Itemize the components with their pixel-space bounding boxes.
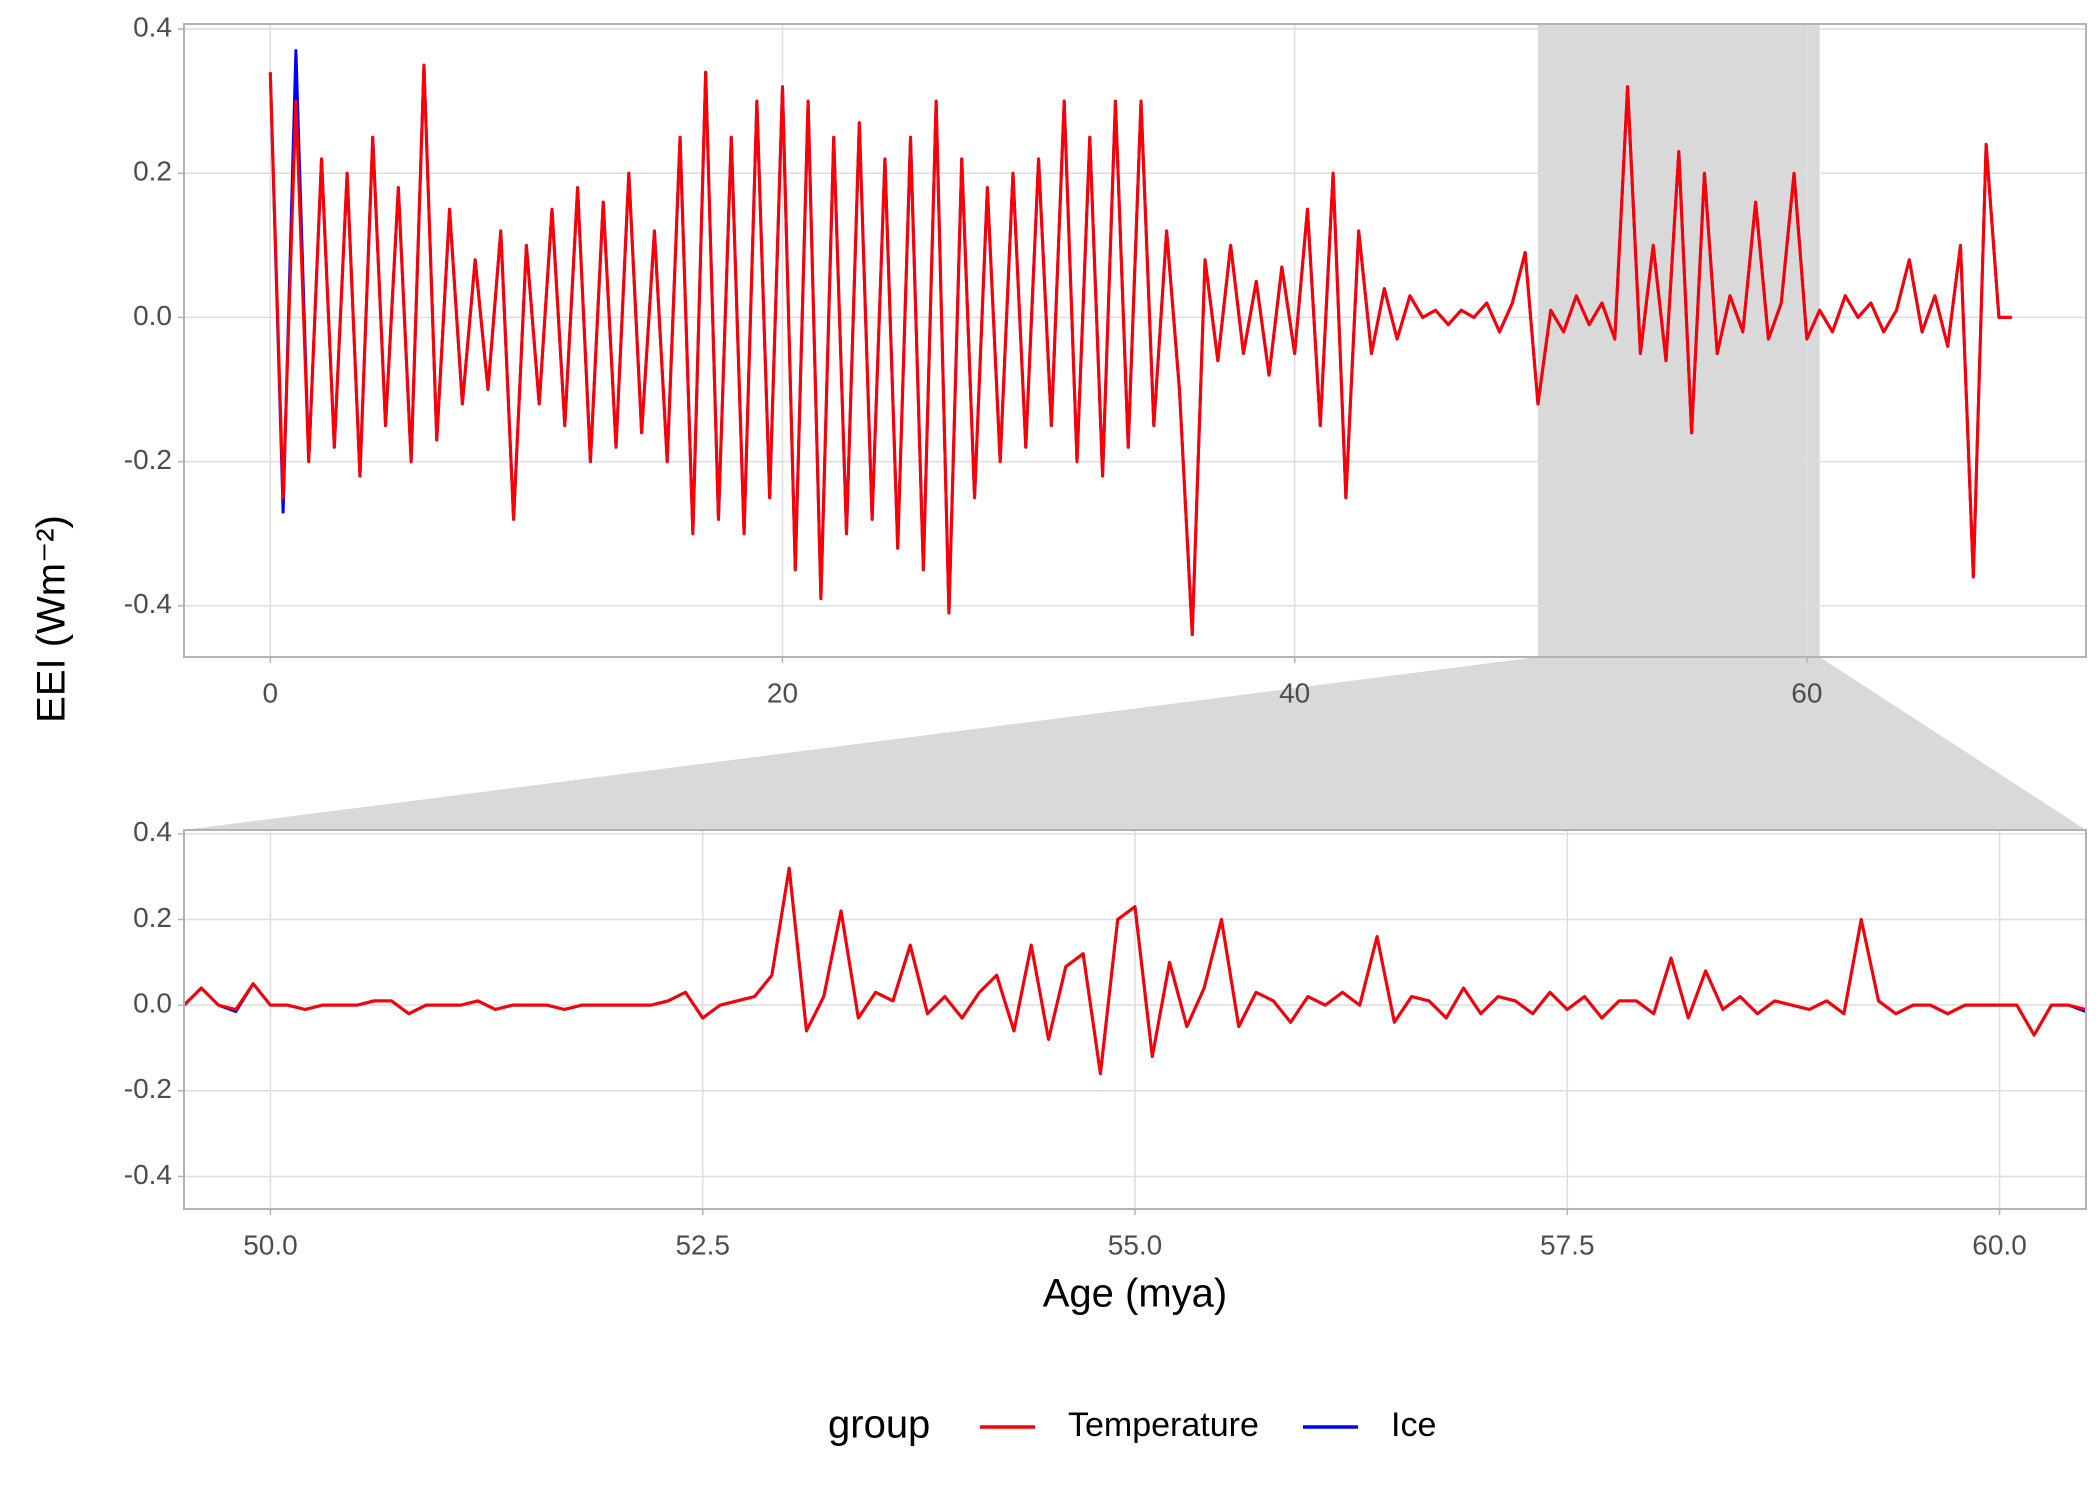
x-tick-label: 57.5 xyxy=(1540,1229,1595,1260)
legend-label: Ice xyxy=(1391,1406,1436,1444)
x-tick-label: 50.0 xyxy=(243,1229,298,1260)
legend-title: group xyxy=(828,1403,930,1447)
y-tick-label: 0.2 xyxy=(133,156,172,187)
x-tick-label: 55.0 xyxy=(1108,1229,1163,1260)
y-tick-label: 0.0 xyxy=(133,988,172,1019)
x-tick-label: 60.0 xyxy=(1972,1229,2027,1260)
legend-label: Temperature xyxy=(1068,1406,1259,1444)
y-tick-label: -0.2 xyxy=(124,444,172,475)
plot-area xyxy=(268,49,2012,637)
series-line xyxy=(268,63,2012,637)
x-tick-label: 0 xyxy=(263,677,279,708)
y-tick-label: 0.2 xyxy=(133,902,172,933)
y-tick-label: -0.4 xyxy=(124,1159,172,1190)
y-axis-title: EEI (Wm⁻²) xyxy=(30,515,74,723)
panel-border xyxy=(183,829,2087,1210)
x-axis-title: Age (mya) xyxy=(1043,1272,1228,1316)
zoom-connector xyxy=(184,657,2086,830)
y-tick-label: 0.4 xyxy=(133,11,172,42)
series-line xyxy=(184,866,2086,1076)
x-tick-label: 52.5 xyxy=(675,1229,730,1260)
y-tick-label: 0.4 xyxy=(133,816,172,847)
panel-border xyxy=(183,23,2087,658)
x-tick-label: 60 xyxy=(1791,677,1822,708)
x-tick-label: 40 xyxy=(1279,677,1310,708)
y-tick-label: 0.0 xyxy=(133,300,172,331)
y-tick-label: -0.4 xyxy=(124,588,172,619)
plot-area xyxy=(184,866,2086,1076)
x-tick-label: 20 xyxy=(767,677,798,708)
y-tick-label: -0.2 xyxy=(124,1073,172,1104)
zoom-region xyxy=(1537,24,1820,657)
